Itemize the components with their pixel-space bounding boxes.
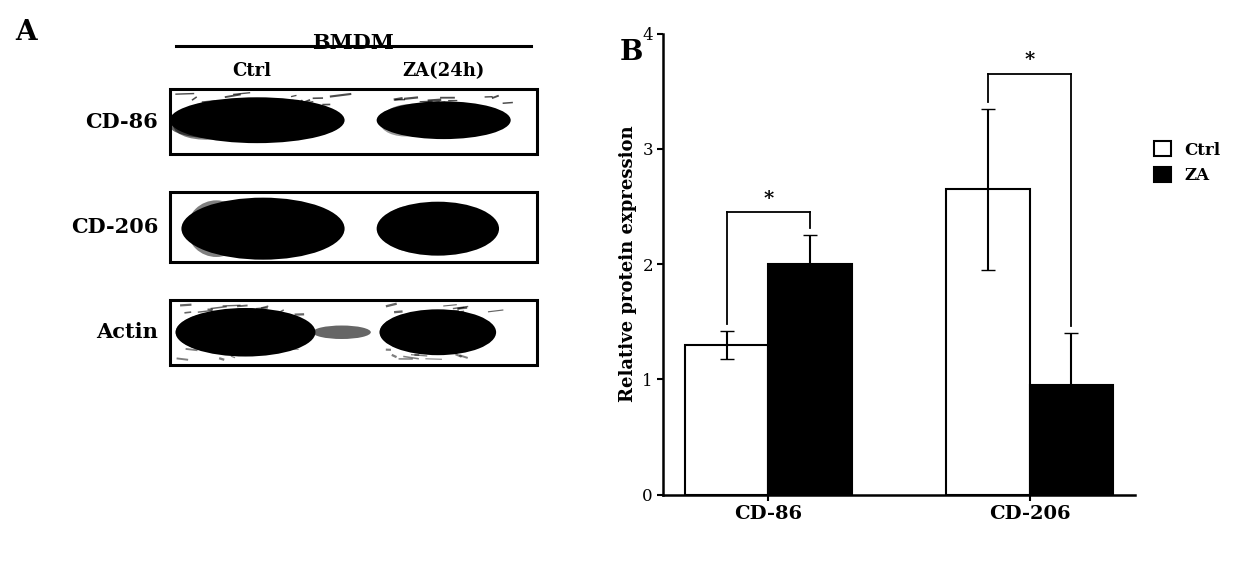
Ellipse shape [170, 97, 345, 143]
Ellipse shape [382, 206, 481, 252]
Ellipse shape [403, 107, 507, 134]
Bar [684, 345, 769, 495]
Ellipse shape [176, 312, 269, 352]
Ellipse shape [187, 200, 246, 257]
Ellipse shape [174, 101, 259, 140]
Text: CD-206: CD-206 [71, 217, 159, 237]
Text: A: A [15, 19, 37, 46]
Text: ZA(24h): ZA(24h) [403, 62, 485, 80]
Ellipse shape [446, 207, 487, 250]
Text: B: B [620, 39, 644, 66]
Ellipse shape [176, 308, 315, 356]
Text: *: * [764, 190, 774, 208]
Ellipse shape [257, 104, 327, 137]
Ellipse shape [219, 314, 306, 351]
Ellipse shape [446, 105, 498, 135]
Text: BMDM: BMDM [312, 33, 394, 53]
Ellipse shape [181, 198, 345, 260]
Ellipse shape [379, 105, 496, 135]
Bar [170, 300, 537, 365]
Legend: Ctrl, ZA: Ctrl, ZA [1152, 140, 1221, 186]
Ellipse shape [379, 309, 496, 355]
Ellipse shape [379, 314, 461, 351]
Ellipse shape [272, 205, 324, 253]
Text: CD-86: CD-86 [86, 112, 159, 132]
Ellipse shape [377, 101, 511, 139]
Ellipse shape [187, 202, 315, 256]
Text: Ctrl: Ctrl [232, 62, 270, 80]
Ellipse shape [312, 325, 371, 339]
Ellipse shape [200, 105, 339, 136]
Y-axis label: Relative protein expression: Relative protein expression [619, 126, 637, 402]
Ellipse shape [170, 102, 321, 139]
Bar [946, 189, 1029, 495]
Text: *: * [1024, 52, 1034, 70]
Text: Actin: Actin [97, 322, 159, 342]
Ellipse shape [377, 202, 498, 256]
Ellipse shape [386, 206, 432, 252]
Ellipse shape [418, 315, 494, 350]
Bar [1029, 385, 1114, 495]
Ellipse shape [379, 104, 438, 137]
Bar [769, 264, 852, 495]
Bar [170, 89, 537, 154]
Bar [170, 192, 537, 262]
